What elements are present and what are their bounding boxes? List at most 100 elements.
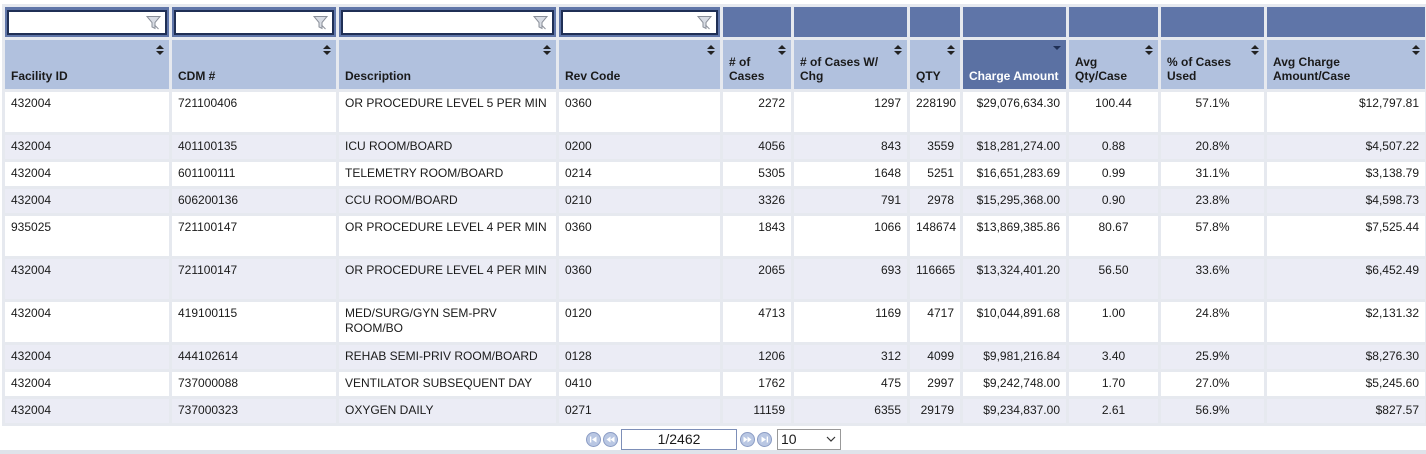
filter-cell-empty — [720, 4, 794, 40]
filter-cell — [556, 4, 723, 40]
sort-icon[interactable] — [1412, 44, 1420, 56]
sort-icon[interactable] — [778, 44, 786, 56]
table-row[interactable]: 432004 601100111 TELEMETRY ROOM/BOARD 0214 5… — [2, 159, 1426, 189]
column-filter-input[interactable] — [341, 9, 554, 35]
sort-icon[interactable] — [707, 44, 715, 56]
sort-icon[interactable] — [894, 44, 902, 56]
table-cell: 80.67 — [1066, 213, 1161, 259]
table-cell: 5305 — [720, 159, 794, 189]
table-row[interactable]: 432004 737000323 OXYGEN DAILY 0271 11159 6355… — [2, 396, 1426, 426]
table-cell: 0.90 — [1066, 186, 1161, 216]
column-header[interactable]: Rev Code — [556, 37, 723, 92]
column-header-label: QTY — [916, 69, 941, 83]
filter-icon[interactable] — [312, 14, 329, 31]
table-cell: 33.6% — [1158, 256, 1267, 302]
table-cell: 4713 — [720, 299, 794, 345]
table-cell: 228190 — [907, 89, 963, 135]
page-indicator[interactable]: 1/2462 — [621, 428, 737, 450]
column-filter-input[interactable] — [7, 9, 167, 35]
sort-icon[interactable] — [1251, 44, 1259, 56]
filter-icon[interactable] — [532, 14, 549, 31]
table-cell: 116665 — [907, 256, 963, 302]
table-cell: $13,869,385.86 — [960, 213, 1069, 259]
table-cell: 1066 — [791, 213, 910, 259]
table-cell: 0210 — [556, 186, 723, 216]
column-header[interactable]: Description — [336, 37, 559, 92]
filter-icon[interactable] — [145, 14, 162, 31]
first-page-icon[interactable] — [586, 431, 601, 447]
table-cell: 4717 — [907, 299, 963, 345]
table-row[interactable]: 432004 401100135 ICU ROOM/BOARD 0200 4056 843… — [2, 132, 1426, 162]
table-row[interactable]: 432004 737000088 VENTILATOR SUBSEQUENT DAY… — [2, 369, 1426, 399]
filter-cell — [336, 4, 559, 40]
table-cell: $29,076,634.30 — [960, 89, 1069, 135]
table-cell: 401100135 — [169, 132, 339, 162]
table-cell: 444102614 — [169, 342, 339, 372]
column-header[interactable]: % of Cases Used — [1158, 37, 1267, 92]
table-row[interactable]: 935025 721100147 OR PROCEDURE LEVEL 4 PER … — [2, 213, 1426, 259]
filter-cell-empty — [1158, 4, 1267, 40]
column-header[interactable]: CDM # — [169, 37, 339, 92]
table-cell: 432004 — [2, 342, 172, 372]
column-header[interactable]: Facility ID — [2, 37, 172, 92]
column-header[interactable]: QTY — [907, 37, 963, 92]
table-cell: 0360 — [556, 89, 723, 135]
filter-icon[interactable] — [696, 14, 713, 31]
column-header[interactable]: # of Cases — [720, 37, 794, 92]
table-cell: 0128 — [556, 342, 723, 372]
previous-page-icon[interactable] — [603, 431, 618, 447]
table-cell: 432004 — [2, 299, 172, 345]
sort-icon[interactable] — [1145, 44, 1153, 56]
table-cell: 4056 — [720, 132, 794, 162]
table-cell: 5251 — [907, 159, 963, 189]
table-cell: 601100111 — [169, 159, 339, 189]
table-cell: 27.0% — [1158, 369, 1267, 399]
last-page-icon[interactable] — [757, 431, 772, 447]
column-header[interactable]: Charge Amount — [960, 37, 1069, 92]
column-header[interactable]: # of Cases W/ Chg — [791, 37, 910, 92]
table-cell: 843 — [791, 132, 910, 162]
column-filter-input[interactable] — [561, 9, 718, 35]
table-row[interactable]: 432004 606200136 CCU ROOM/BOARD 0210 3326 791… — [2, 186, 1426, 216]
table-cell: $16,651,283.69 — [960, 159, 1069, 189]
sort-icon[interactable] — [156, 44, 164, 56]
column-filter-input[interactable] — [174, 9, 334, 35]
sort-icon[interactable] — [543, 44, 551, 56]
table-row[interactable]: 432004 721100406 OR PROCEDURE LEVEL 5 PER … — [2, 89, 1426, 135]
table-cell: 2.61 — [1066, 396, 1161, 426]
column-header[interactable]: Avg Charge Amount/Case — [1264, 37, 1426, 92]
column-header-label: CDM # — [178, 69, 216, 83]
table-cell: 0120 — [556, 299, 723, 345]
filter-cell-empty — [1264, 4, 1426, 40]
sort-desc-icon[interactable] — [1053, 44, 1061, 56]
page-size-select[interactable]: 10 — [777, 428, 841, 450]
table-cell: 693 — [791, 256, 910, 302]
table-cell: $9,242,748.00 — [960, 369, 1069, 399]
table-cell: 3.40 — [1066, 342, 1161, 372]
table-cell: 721100406 — [169, 89, 339, 135]
table-cell: $9,234,837.00 — [960, 396, 1069, 426]
table-cell: 737000323 — [169, 396, 339, 426]
table-cell: $9,981,216.84 — [960, 342, 1069, 372]
table-row[interactable]: 432004 444102614 REHAB SEMI-PRIV ROOM/BOAR… — [2, 342, 1426, 372]
sort-icon[interactable] — [323, 44, 331, 56]
table-cell: 11159 — [720, 396, 794, 426]
table-cell: 606200136 — [169, 186, 339, 216]
column-header[interactable]: Avg Qty/Case — [1066, 37, 1161, 92]
table-cell: 721100147 — [169, 256, 339, 302]
filter-cell-empty — [907, 4, 963, 40]
next-page-icon[interactable] — [740, 431, 755, 447]
table-cell: 3559 — [907, 132, 963, 162]
data-grid: Facility ID CDM # Description Rev Code # of … — [2, 4, 1426, 426]
table-cell: OXYGEN DAILY — [336, 396, 559, 426]
column-header-label: Avg Qty/Case — [1075, 55, 1128, 83]
sort-icon[interactable] — [947, 44, 955, 56]
table-cell: 432004 — [2, 396, 172, 426]
table-row[interactable]: 432004 419100115 MED/SURG/GYN SEM-PRV ROOM… — [2, 299, 1426, 345]
table-cell: VENTILATOR SUBSEQUENT DAY — [336, 369, 559, 399]
table-cell: 0200 — [556, 132, 723, 162]
table-row[interactable]: 432004 721100147 OR PROCEDURE LEVEL 4 PER … — [2, 256, 1426, 302]
table-cell: $10,044,891.68 — [960, 299, 1069, 345]
table-cell: 56.50 — [1066, 256, 1161, 302]
table-cell: $827.57 — [1264, 396, 1426, 426]
